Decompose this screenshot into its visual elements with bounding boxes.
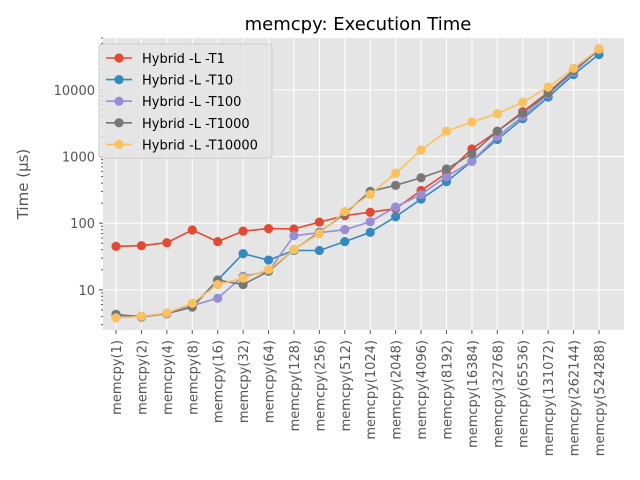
y-tick-label: 100	[70, 217, 95, 232]
data-point	[340, 225, 350, 235]
data-point	[594, 44, 604, 54]
data-point	[314, 245, 324, 256]
y-axis-label: Time (µs)	[14, 149, 32, 221]
data-point	[441, 172, 452, 182]
data-point	[391, 168, 401, 178]
x-tick-label: memcpy(16)	[212, 340, 227, 423]
x-tick-label: memcpy(32)	[237, 340, 252, 423]
series	[111, 44, 604, 323]
data-point	[391, 212, 401, 222]
x-tick-label: memcpy(4096)	[415, 340, 430, 440]
x-tick-label: memcpy(2)	[135, 340, 150, 415]
data-point	[289, 224, 299, 234]
data-point	[111, 241, 121, 251]
data-point	[213, 293, 223, 303]
data-point	[238, 279, 248, 290]
x-tick-label: memcpy(2048)	[390, 340, 405, 440]
data-point	[162, 238, 172, 248]
legend-label: Hybrid -L -T1000	[142, 117, 250, 132]
data-point	[441, 164, 452, 174]
legend-marker	[114, 139, 124, 149]
data-point	[492, 109, 502, 119]
x-tick-label: memcpy(4)	[161, 340, 176, 415]
data-point	[187, 298, 197, 308]
data-point	[365, 217, 375, 227]
legend-marker	[114, 118, 124, 128]
data-point	[238, 273, 248, 283]
data-point	[518, 108, 528, 118]
data-point	[238, 226, 248, 236]
data-point	[467, 156, 477, 166]
data-point	[391, 202, 401, 212]
x-tick-label: memcpy(8192)	[440, 340, 455, 440]
data-point	[365, 207, 375, 217]
y-tick-label: 1000	[62, 151, 95, 166]
x-tick-label: memcpy(262144)	[568, 340, 583, 456]
x-tick-label: memcpy(256)	[313, 340, 328, 431]
legend-box	[98, 43, 273, 159]
data-point	[365, 227, 375, 237]
data-point	[467, 117, 477, 127]
data-point	[263, 255, 274, 265]
legend: Hybrid -L -T1 Hybrid -L -T10 Hybrid -L -T1…	[98, 43, 273, 159]
data-point	[492, 126, 502, 136]
data-point	[416, 173, 426, 183]
legend-marker	[114, 75, 124, 85]
data-point	[213, 236, 223, 247]
legend-label: Hybrid -L -T10000	[142, 138, 258, 153]
x-tick-label: memcpy(16384)	[466, 340, 481, 448]
data-point	[187, 225, 197, 235]
data-point	[568, 63, 579, 73]
legend-label: Hybrid -L -T1	[142, 52, 225, 67]
legend-marker	[114, 53, 124, 63]
data-point	[416, 189, 426, 200]
x-tick-label: memcpy(131072)	[542, 340, 557, 456]
x-tick-label: memcpy(1024)	[364, 340, 379, 440]
y-tick-label: 10	[78, 284, 95, 299]
series-layer	[111, 44, 604, 323]
data-point	[162, 308, 172, 318]
data-point	[289, 231, 299, 241]
data-point	[263, 223, 274, 234]
chart-title: memcpy: Execution Time	[245, 14, 472, 35]
legend-label: Hybrid -L -T100	[142, 95, 241, 110]
data-point	[314, 228, 324, 239]
data-point	[467, 149, 477, 159]
data-point	[136, 311, 147, 321]
data-point	[289, 245, 299, 255]
data-point	[365, 189, 375, 200]
legend-label: Hybrid -L -T10	[142, 74, 233, 89]
data-point	[136, 241, 147, 251]
x-tick-label: memcpy(128)	[288, 340, 303, 431]
series-line	[115, 48, 600, 319]
legend-marker	[114, 96, 124, 106]
data-point	[314, 217, 324, 227]
axis-ticks: memcpy(1) memcpy(2) memcpy(4) memcpy(8) memc…	[54, 37, 608, 456]
data-point	[111, 313, 121, 323]
x-tick-label: memcpy(64)	[263, 340, 278, 423]
data-point	[543, 82, 553, 92]
x-tick-label: memcpy(524288)	[593, 340, 608, 456]
data-point	[340, 236, 350, 247]
x-tick-label: memcpy(65536)	[517, 340, 532, 448]
data-point	[263, 265, 274, 275]
data-point	[518, 97, 528, 107]
x-tick-label: memcpy(32768)	[491, 340, 506, 448]
x-tick-label: memcpy(1)	[110, 340, 125, 415]
data-point	[238, 248, 248, 259]
x-tick-label: memcpy(8)	[186, 340, 201, 415]
data-point	[391, 180, 401, 190]
data-point	[416, 145, 426, 155]
data-point	[213, 279, 223, 290]
y-tick-label: 10000	[54, 84, 95, 99]
data-point	[340, 206, 350, 217]
data-point	[441, 126, 452, 136]
x-tick-label: memcpy(512)	[339, 340, 354, 431]
